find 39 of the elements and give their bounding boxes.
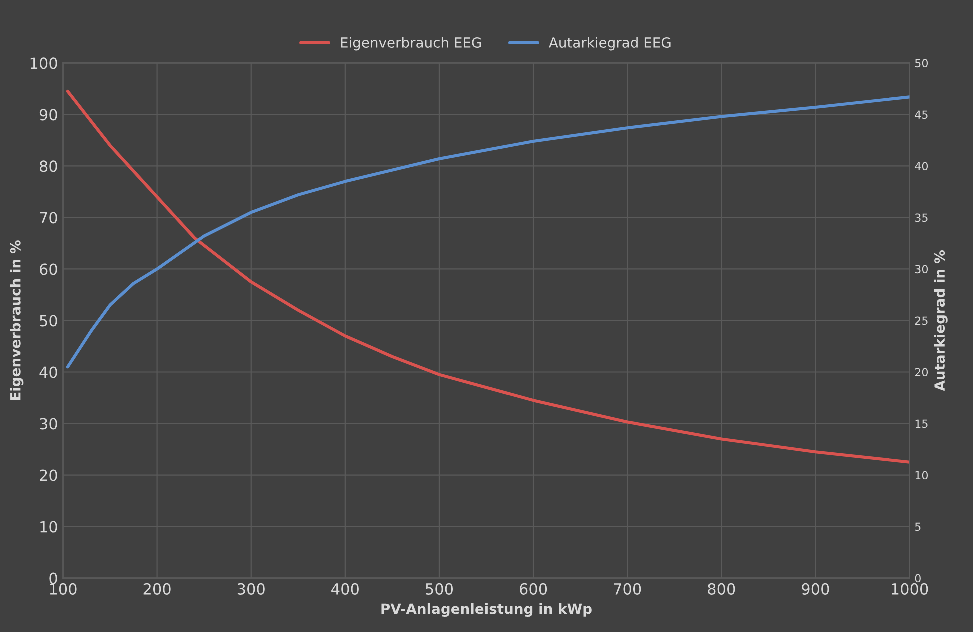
y-tick-label: 60 — [40, 264, 58, 276]
line-series — [66, 90, 910, 464]
y-tick-label: 90 — [40, 109, 58, 121]
x-tick-label: 200 — [144, 583, 171, 595]
y2-tick-label: 45 — [915, 110, 928, 120]
x-axis-title: PV-Anlagenleistung in kWp — [382, 603, 592, 618]
y2-axis-title: Autarkiegrad in % — [934, 250, 948, 392]
y-tick-label: 80 — [40, 160, 58, 172]
y-tick-label: 100 — [30, 58, 58, 70]
line-series — [66, 96, 910, 369]
y2-tick-label: 10 — [916, 471, 928, 480]
y-tick-label: 10 — [40, 521, 58, 533]
y2-tick-label: 20 — [915, 368, 928, 377]
y2-tick-label: 40 — [915, 162, 928, 171]
x-tick-label: 500 — [426, 583, 454, 595]
x-tick-label: 600 — [520, 583, 548, 595]
x-tick-label: 700 — [614, 583, 642, 595]
y-tick-label: 40 — [40, 366, 58, 378]
y-tick-label: 70 — [40, 212, 58, 224]
y2-tick-label: 30 — [915, 265, 928, 274]
legend-label: Autarkiegrad EEG — [549, 37, 671, 51]
y-tick-label: 30 — [40, 418, 58, 430]
y-tick-label: 0 — [50, 572, 58, 584]
x-tick-label: 100 — [50, 583, 77, 595]
y-tick-label: 20 — [40, 470, 58, 482]
x-tick-label: 300 — [238, 583, 265, 595]
y2-tick-label: 50 — [915, 59, 928, 68]
y2-tick-label: 5 — [915, 522, 921, 532]
x-tick-label: 1000 — [892, 583, 928, 595]
y2-tick-label: 0 — [915, 574, 921, 583]
legend-label: Eigenverbrauch EEG — [341, 37, 482, 51]
y-axis-title: Eigenverbrauch in % — [10, 240, 24, 400]
x-tick-label: 800 — [708, 583, 736, 595]
y-tick-label: 50 — [40, 315, 58, 327]
x-tick-label: 400 — [332, 583, 359, 595]
y2-tick-label: 25 — [915, 316, 928, 326]
y2-tick-label: 35 — [915, 214, 928, 222]
y2-tick-label: 15 — [916, 420, 928, 428]
x-tick-label: 900 — [802, 583, 830, 595]
